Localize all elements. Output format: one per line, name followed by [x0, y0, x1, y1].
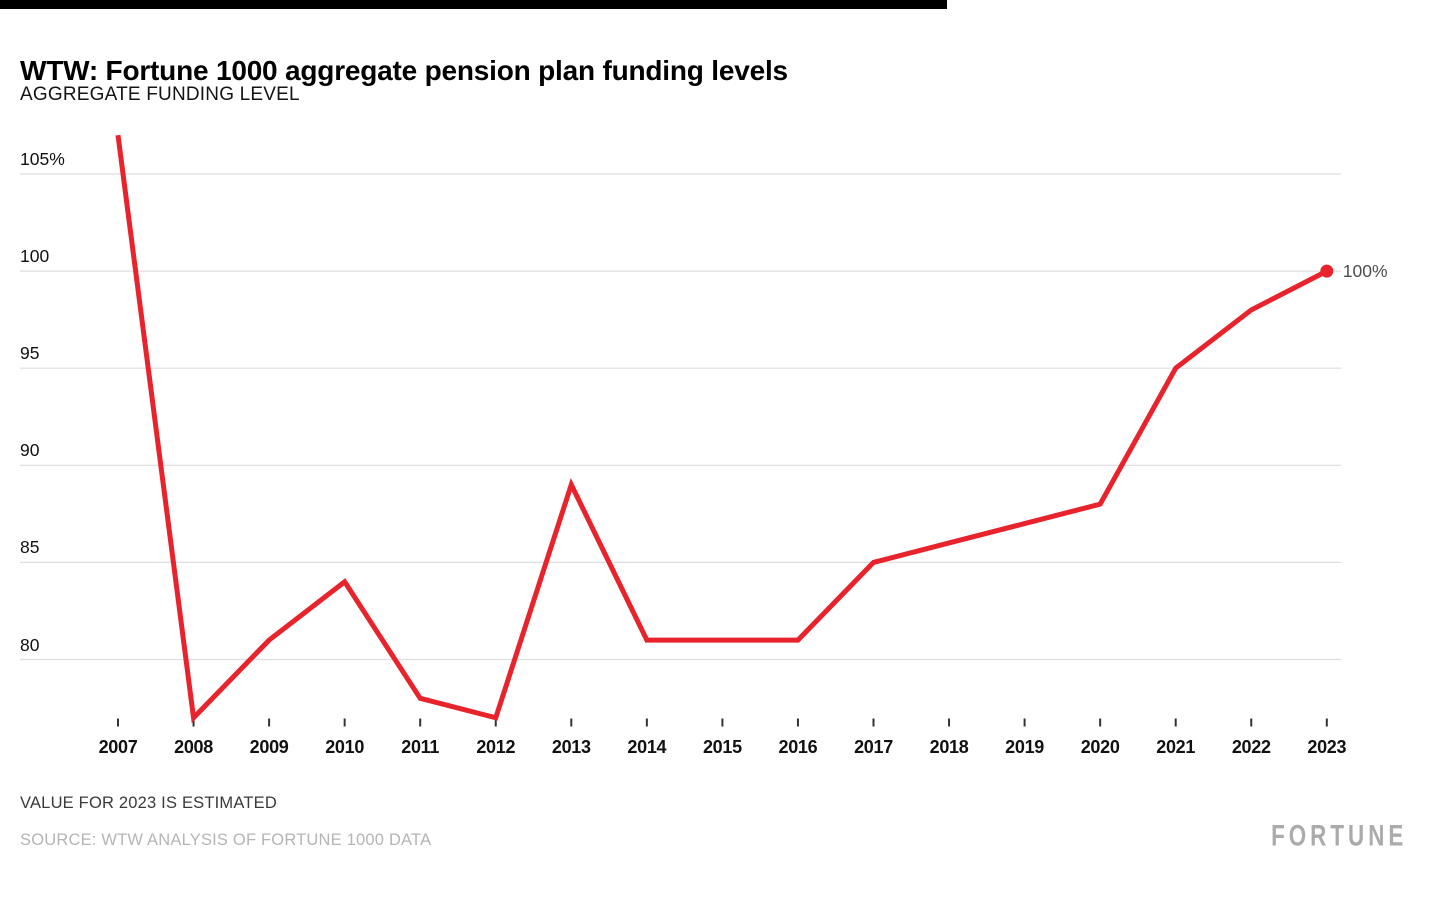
y-axis-label: 105%: [20, 149, 65, 169]
chart-subtitle: AGGREGATE FUNDING LEVEL: [20, 84, 300, 105]
chart-area: 105% 100 95 90 85 80 2007 2008 2009 2010 2011 2012 2…: [20, 134, 1388, 757]
y-axis-label: 85: [20, 537, 40, 558]
x-axis-label: 2009: [249, 737, 289, 757]
chart-title: WTW: Fortune 1000 aggregate pension plan…: [20, 54, 788, 86]
x-axis-label: 2019: [1005, 737, 1045, 757]
funding-level-line: [115, 134, 1328, 724]
chart-footnote: VALUE FOR 2023 IS ESTIMATED: [20, 794, 277, 812]
x-axis-label: 2015: [702, 737, 742, 757]
x-axis-label: 2014: [627, 737, 667, 757]
x-axis-label: 2022: [1231, 737, 1271, 757]
end-point-marker: [1320, 264, 1334, 278]
x-axis-label: 2016: [778, 737, 818, 757]
x-axis-label: 2010: [325, 737, 365, 757]
chart-source: SOURCE: WTW ANALYSIS OF FORTUNE 1000 DAT…: [20, 831, 432, 849]
x-axis-label: 2012: [476, 737, 516, 757]
x-axis-label: 2021: [1156, 737, 1196, 757]
x-axis-label: 2007: [98, 737, 138, 757]
y-axis-label: 90: [20, 440, 40, 461]
fortune-logo: FORTUNE: [1270, 819, 1407, 852]
line-chart: [20, 134, 1341, 727]
x-axis-label: 2023: [1307, 737, 1347, 757]
y-axis-label: 80: [20, 634, 40, 655]
x-axis-label: 2020: [1080, 737, 1120, 757]
y-axis-label: 95: [20, 343, 40, 364]
end-point-label: 100%: [1342, 261, 1388, 282]
top-accent-bar: [0, 0, 947, 9]
x-axis-label: 2013: [551, 737, 591, 757]
x-axis-label: 2018: [929, 737, 969, 757]
y-axis-label: 100: [20, 246, 50, 267]
x-axis-label: 2011: [401, 737, 440, 757]
x-axis-label: 2017: [854, 737, 893, 757]
x-axis-label: 2008: [174, 737, 213, 757]
